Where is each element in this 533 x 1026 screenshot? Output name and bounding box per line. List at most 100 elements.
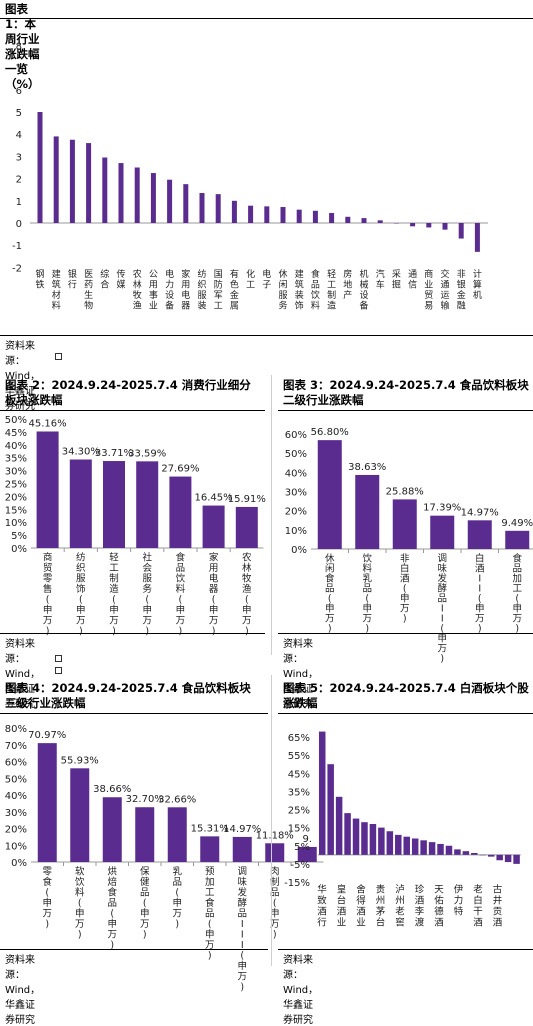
bar (428, 842, 436, 855)
chart-title: 图表 5：2024.9.24-2025.7.4 白酒板块个股涨跌幅 (283, 681, 529, 710)
x-tick-label: 化工 (246, 268, 255, 291)
bar (361, 822, 368, 855)
bar (36, 431, 59, 548)
bar (86, 143, 92, 223)
x-tick-label: 采掘 (392, 269, 401, 291)
y-tick-label: 20% (5, 825, 27, 836)
bar (467, 520, 492, 549)
y-tick-label: 1 (16, 197, 22, 208)
bar (199, 193, 205, 223)
x-tick-label: 纺织服饰(申万) (76, 552, 86, 638)
x-tick-label: 医药生物 (84, 269, 93, 312)
y-tick-label: 35% (5, 454, 27, 465)
x-tick-label: 休闲服务 (278, 268, 287, 312)
bar (232, 836, 252, 862)
bar (445, 845, 453, 855)
bar (200, 836, 220, 862)
y-tick-label: 80% (5, 724, 27, 735)
source-note: 资料来源：Wind，华鑫证券研究 (283, 955, 319, 1026)
source-note: 资料来源：Wind，华鑫证券研究 (5, 639, 41, 710)
bar (53, 136, 59, 223)
y-tick-label: 50% (5, 415, 27, 426)
bar (169, 476, 192, 548)
data-label: 32.70% (126, 794, 164, 805)
x-tick-label: 房地产 (343, 268, 352, 301)
x-tick-label: 软饮料(申万) (75, 866, 85, 941)
source-rule (278, 633, 533, 634)
bar (355, 474, 380, 549)
x-tick-label: 调味发酵品 I I I (申万) (237, 867, 247, 994)
y-tick-label: 4 (16, 130, 22, 141)
x-tick-label: 食品饮料 (311, 268, 320, 312)
bar (297, 846, 317, 862)
x-tick-label: 泸州老窖 (395, 885, 405, 929)
chart-baijiu-stocks: 65% 55% 45% 35% 25% 15% 5% -5% -15% 华致酒行皇台酒业舍得酒业贵… (284, 731, 521, 929)
bar (392, 499, 417, 549)
bar (462, 851, 470, 855)
y-tick-label: 0% (11, 544, 27, 555)
y-tick-label: 15% (5, 505, 27, 516)
y-tick-label: 45% (5, 428, 27, 439)
bar (37, 743, 57, 862)
title-rule (278, 713, 533, 714)
bar (318, 731, 326, 855)
column-divider (271, 375, 272, 655)
chart-title: 图表 4：2024.9.24-2025.7.4 食品饮料板块三级行业涨跌幅 (5, 681, 251, 710)
y-tick-label: 40% (5, 441, 27, 452)
bar (150, 173, 156, 223)
source-note: 资料来源：Wind，华鑫证券研究 (283, 639, 319, 710)
data-label: 38.66% (93, 784, 131, 795)
y-tick-label: 3 (16, 152, 22, 163)
x-tick-label: 银行 (68, 268, 77, 291)
bar (118, 163, 124, 223)
source-note: 资料来源：Wind，华鑫证券研究 (5, 341, 41, 412)
source-rule (278, 949, 533, 950)
y-tick-label: 70% (5, 741, 27, 752)
x-tick-label: 轻工制造 (327, 268, 336, 312)
bar (487, 854, 495, 857)
bar (167, 807, 187, 862)
x-tick-label: 古井贡酒 (493, 884, 503, 929)
x-tick-label: 烘焙食品(申万) (107, 866, 117, 952)
x-tick-label: 社会服务(申万) (142, 552, 152, 638)
y-tick-label: 2 (16, 175, 22, 186)
x-tick-label: 计算机 (473, 268, 482, 301)
bar (183, 184, 189, 223)
y-tick-label: 7 (16, 64, 22, 75)
column-divider (271, 675, 272, 966)
x-tick-label: 交通运输 (440, 268, 449, 312)
bar (102, 157, 108, 223)
bar (454, 849, 461, 855)
data-label: 27.69% (161, 464, 199, 475)
bar (167, 179, 173, 223)
y-tick-label: 5% (11, 531, 27, 542)
bar (202, 505, 225, 548)
x-tick-label: 老白干酒 (473, 884, 483, 929)
y-tick-label: 20% (285, 507, 307, 518)
bar (335, 796, 343, 855)
x-tick-label: 珍酒李渡 (415, 884, 425, 929)
y-tick-label: 10% (5, 841, 27, 852)
data-label: 11.18% (256, 830, 294, 841)
y-tick-label: 30% (5, 808, 27, 819)
bar (403, 836, 410, 855)
x-tick-label: 纺织服装 (197, 268, 206, 312)
x-tick-label: 天佑德酒 (434, 885, 444, 929)
bar (103, 461, 125, 548)
y-tick-label: 6 (16, 86, 22, 97)
y-tick-label: 40% (285, 468, 307, 479)
data-label: 32.66% (158, 794, 196, 805)
x-tick-label: 农林牧渔(申万) (242, 552, 252, 638)
x-tick-label: 商业贸易 (424, 268, 433, 312)
bar (474, 223, 480, 252)
data-label: 56.80% (311, 427, 349, 438)
x-tick-label: 建筑装饰 (295, 268, 304, 312)
bar (235, 506, 258, 548)
data-label: 45.16% (29, 418, 67, 429)
y-tick-label: 35% (288, 787, 310, 798)
bar (69, 459, 92, 548)
title-rule (0, 18, 533, 19)
y-tick-label: 60% (5, 758, 27, 769)
chart-food-beverage-l3: 80% 70% 60% 50% 40% 30% 20% 10% 0% 70.97% 零食(申万) 55… (5, 724, 324, 993)
x-tick-label: 贵州茅台 (376, 884, 386, 929)
